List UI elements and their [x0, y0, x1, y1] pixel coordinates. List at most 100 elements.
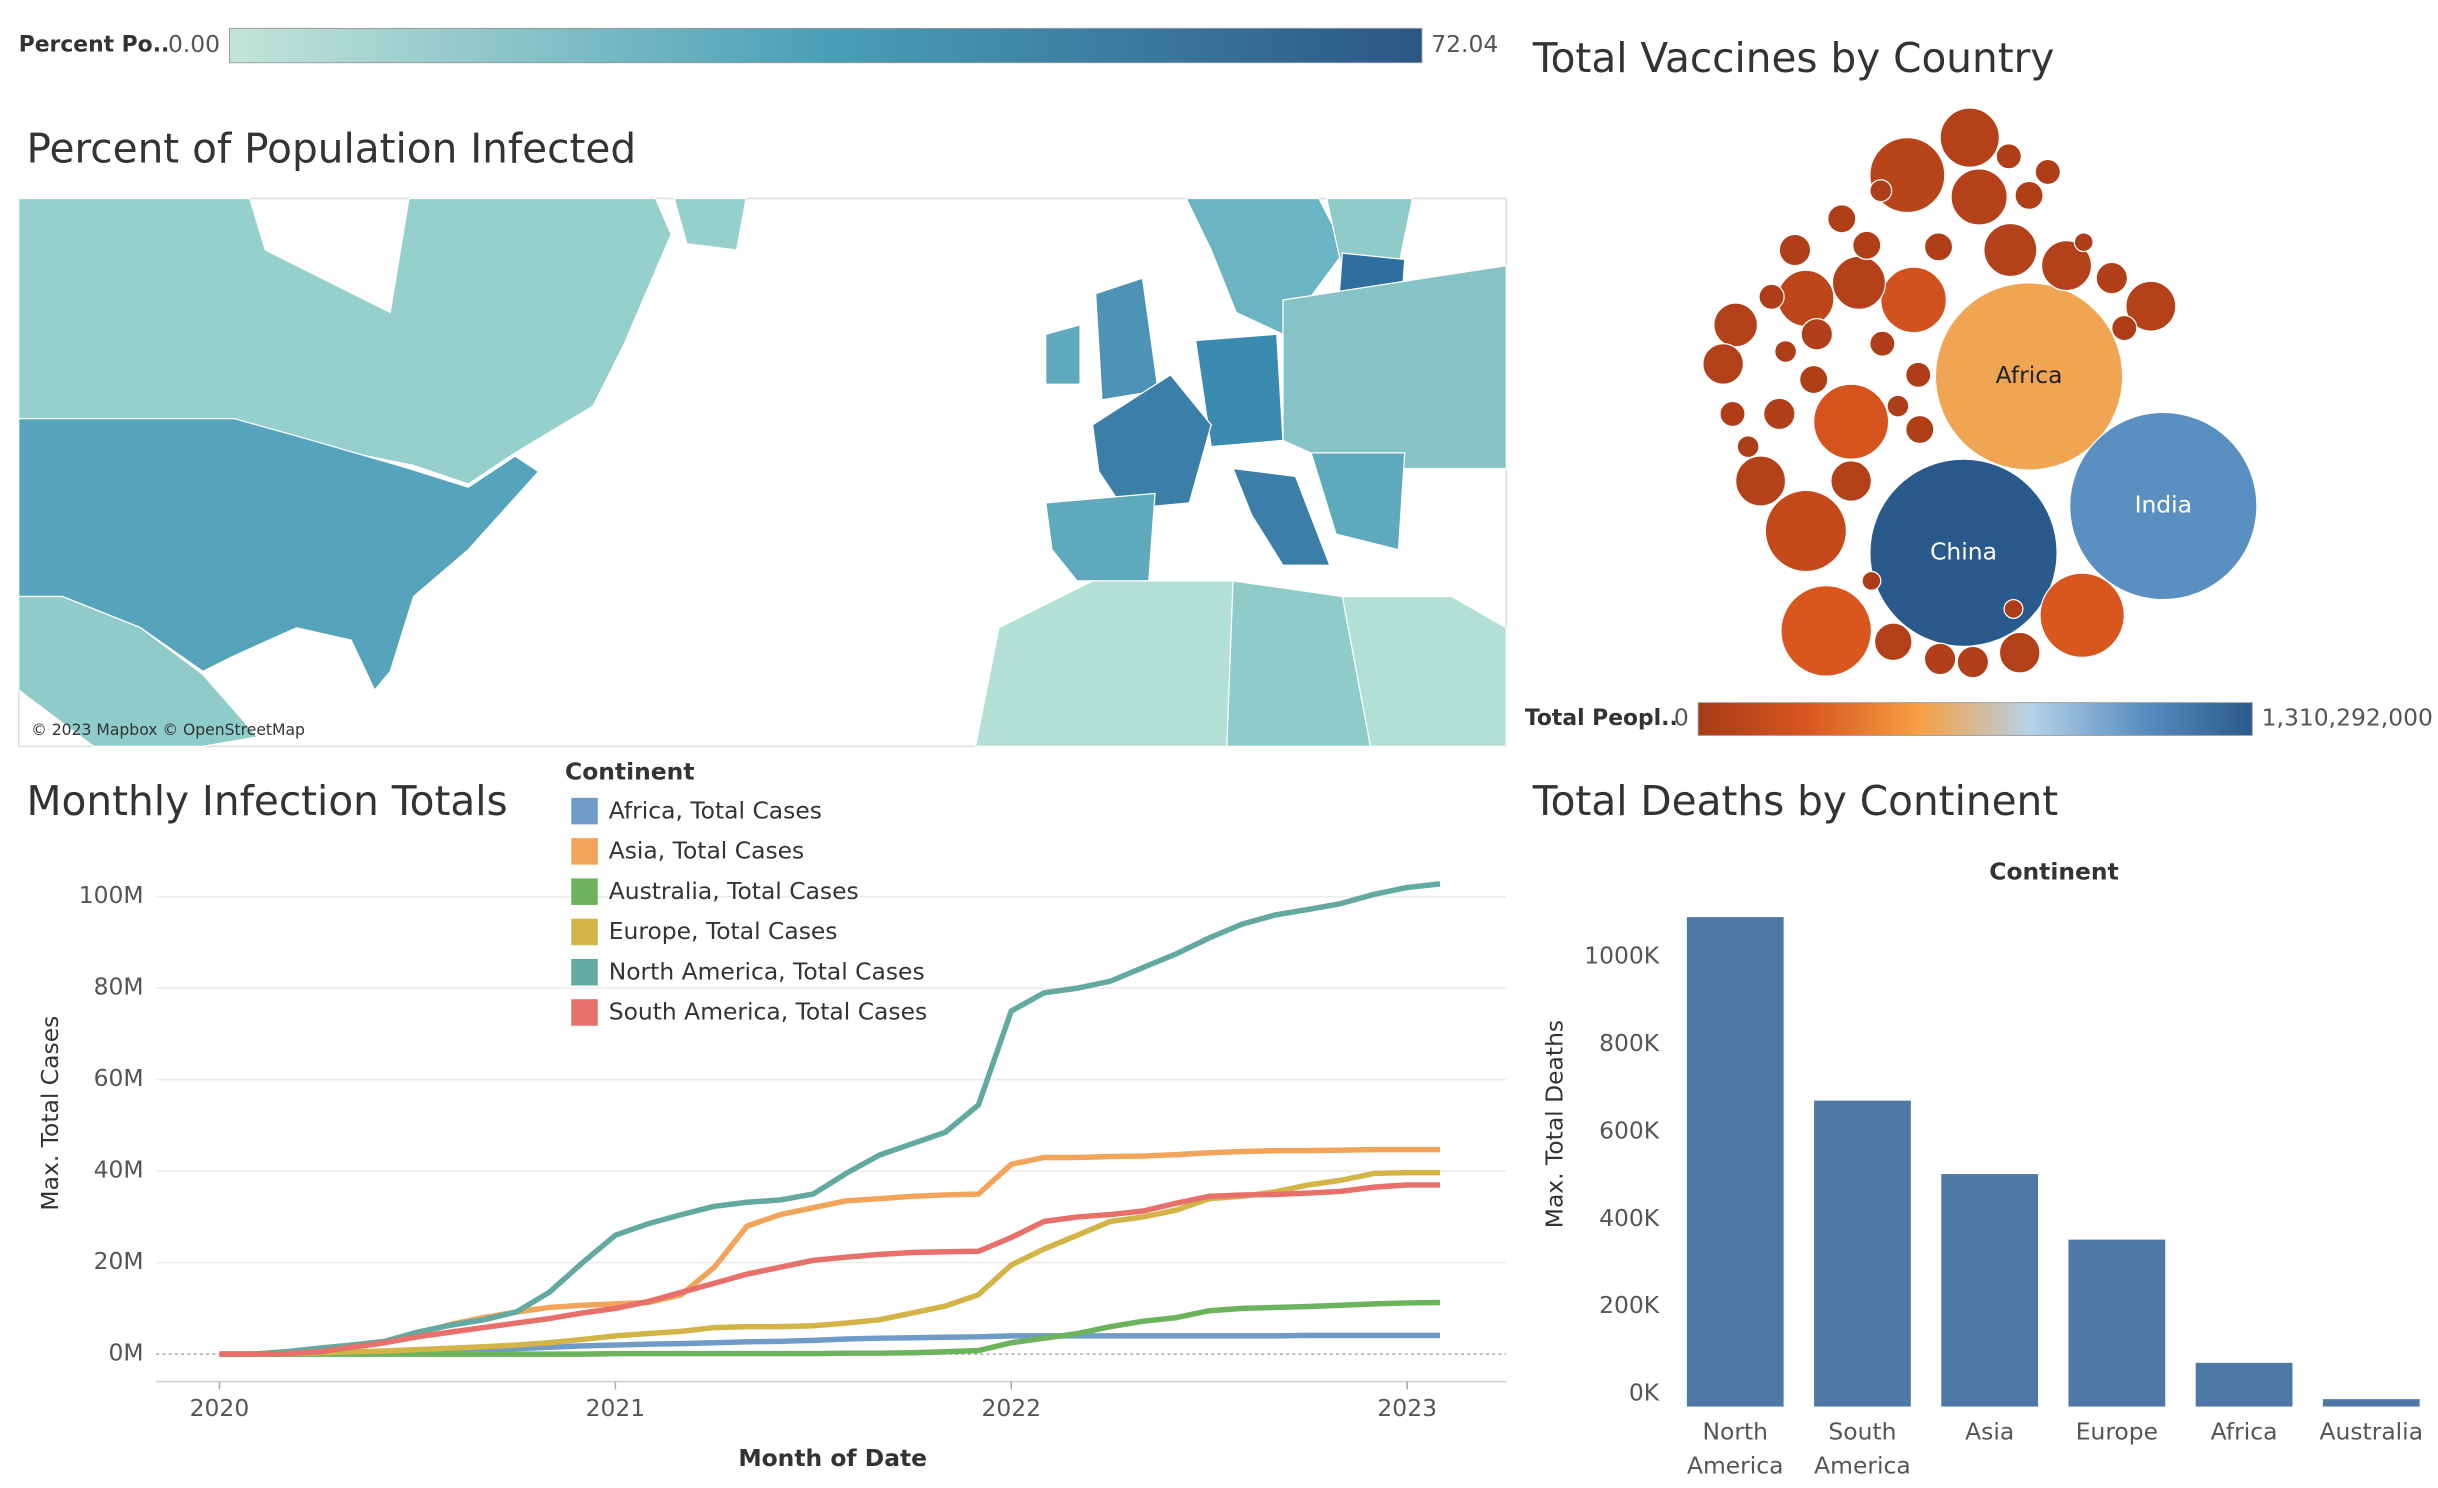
italy [1232, 467, 1331, 566]
legend-swatch [571, 918, 598, 946]
bubble [1799, 364, 1829, 395]
bubble [1827, 204, 1857, 234]
bubble-label: China [1930, 537, 1997, 565]
y-tick-label: 800K [1599, 1029, 1660, 1057]
y-tick-label: 0K [1629, 1379, 1660, 1407]
y-axis-title: Max. Total Cases [36, 1016, 64, 1211]
x-tick-label-box: Africa [2210, 1417, 2278, 1446]
bubble [2034, 158, 2061, 186]
chart-title: Monthly Infection Totals [27, 777, 508, 825]
bubble [1763, 397, 1796, 431]
x-tick-label: Europe [2075, 1417, 2159, 1446]
eastern-europe [1282, 264, 1507, 470]
bubble [1880, 266, 1947, 334]
bubble [2125, 280, 2177, 332]
y-tick-label: 400K [1599, 1204, 1660, 1232]
bubble [1905, 361, 1932, 389]
bubble [1778, 233, 1812, 267]
bubble [1873, 622, 1913, 662]
x-tick-label: 2020 [190, 1394, 250, 1422]
legend-label: North America, Total Cases [609, 957, 925, 985]
chart-title: Total Vaccines by Country [1532, 34, 2055, 82]
bubble [1764, 489, 1848, 573]
x-tick-label-box: Europe [2075, 1417, 2159, 1446]
bubble [1995, 143, 2022, 170]
bar [2195, 1362, 2293, 1407]
greenland [673, 197, 747, 251]
legend-swatch [571, 878, 598, 905]
color-ramp [1697, 702, 2253, 736]
legend-swatch [571, 958, 598, 986]
chart-title: Percent of Population Infected [27, 125, 637, 173]
x-tick-label: South America [1814, 1417, 1911, 1480]
bubble [1813, 383, 1890, 460]
bubble [1758, 283, 1785, 311]
color-legend-label: 0.00 [168, 30, 220, 58]
color-legend-label: 0 [1674, 704, 1689, 732]
chart-title: Total Deaths by Continent [1532, 777, 2058, 825]
bubble [1774, 339, 1798, 363]
bubble [2111, 314, 2138, 342]
y-tick-label: 0M [109, 1339, 144, 1367]
y-tick-label: 200K [1599, 1291, 1660, 1319]
map-shapes [17, 197, 1507, 748]
legend-label: Asia, Total Cases [609, 837, 805, 865]
bubble [1869, 330, 1896, 357]
bubble [1800, 317, 1834, 351]
bubble [1777, 269, 1835, 328]
legend-label: Europe, Total Cases [609, 917, 838, 945]
y-tick-label: 20M [94, 1247, 144, 1275]
x-tick-label-box: Australia [2319, 1417, 2424, 1446]
bubble-label: Africa [1996, 361, 2063, 389]
ireland [1045, 324, 1081, 385]
bubble [2073, 232, 2094, 253]
x-axis-title: Month of Date [738, 1444, 927, 1472]
color-legend-label: 1,310,292,000 [2262, 704, 2433, 732]
x-tick-label-box: Asia [1965, 1417, 2015, 1446]
x-tick-label: North America [1686, 1417, 1784, 1480]
color-legend-title: Percent Po.. [19, 33, 170, 58]
bubble [2003, 598, 2024, 619]
bubble [2040, 240, 2093, 292]
series-line [219, 1299, 1441, 1357]
x-tick-label-box: South America [1814, 1417, 1911, 1480]
series-line [219, 881, 1441, 1357]
bubble [1735, 455, 1787, 507]
bubble [1702, 343, 1745, 385]
bubble [1719, 400, 1746, 428]
y-tick-label: 60M [94, 1064, 144, 1092]
x-tick-label: Asia [1965, 1417, 2015, 1446]
bubble-label: India [2135, 490, 2192, 518]
bar [2322, 1399, 2420, 1407]
legend-swatch [571, 999, 598, 1026]
bar [1686, 917, 1784, 1407]
color-legend-title: Total Peopl.. [1525, 706, 1678, 731]
bar [2068, 1239, 2166, 1407]
bubble [2014, 180, 2044, 211]
legend-label: South America, Total Cases [609, 998, 927, 1026]
legend-label: Australia, Total Cases [609, 877, 859, 905]
bubble [1852, 230, 1882, 260]
series-line [219, 1182, 1441, 1357]
bubble [1950, 168, 2008, 226]
bubble [1939, 107, 2000, 168]
bubble [1923, 232, 1954, 262]
bubble [1998, 631, 2041, 674]
legend-swatch [571, 838, 598, 865]
bubble [2039, 572, 2125, 658]
map-attribution: © 2023 Mapbox © OpenStreetMap [31, 721, 305, 739]
bubble [1780, 584, 1873, 677]
bubble [1983, 222, 2038, 278]
y-tick-label: 40M [94, 1156, 144, 1184]
bubble [1934, 282, 2124, 471]
legend-label: Africa, Total Cases [609, 796, 822, 824]
x-tick-label: Australia [2319, 1417, 2424, 1446]
germany [1194, 333, 1284, 448]
bubble [1886, 394, 1910, 418]
bar [1814, 1100, 1911, 1407]
bubble [1831, 255, 1887, 310]
x-tick-label: Africa [2210, 1417, 2278, 1446]
y-tick-label: 1000K [1584, 942, 1660, 970]
bubble [1861, 570, 1882, 591]
